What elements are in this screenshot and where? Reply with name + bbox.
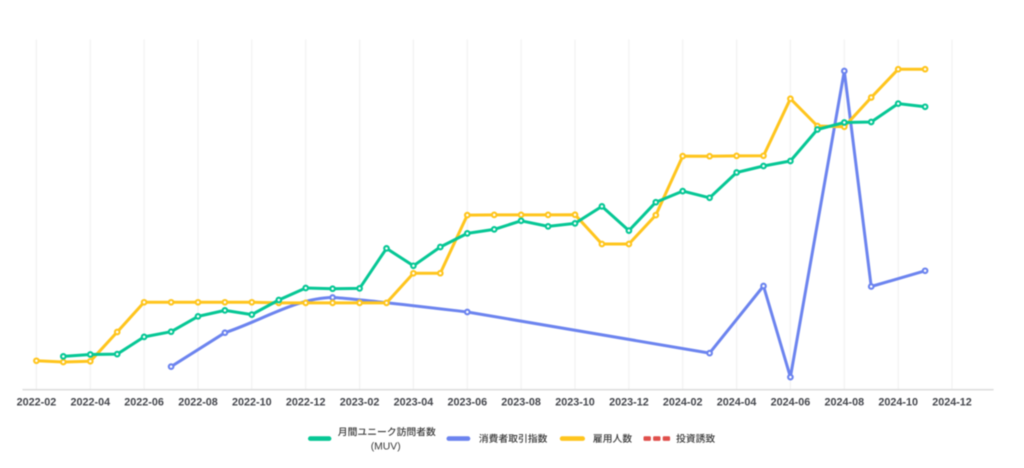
svg-text:2022-12: 2022-12 [286, 397, 326, 409]
svg-text:2024-06: 2024-06 [771, 397, 811, 409]
svg-text:2022-10: 2022-10 [232, 397, 272, 409]
svg-text:2023-04: 2023-04 [394, 397, 434, 409]
svg-text:2022-04: 2022-04 [70, 397, 110, 409]
svg-text:2024-04: 2024-04 [717, 397, 757, 409]
svg-text:2023-08: 2023-08 [501, 397, 541, 409]
svg-text:2024-02: 2024-02 [663, 397, 703, 409]
svg-text:2022-08: 2022-08 [178, 397, 218, 409]
svg-text:2023-10: 2023-10 [555, 397, 595, 409]
svg-text:2024-10: 2024-10 [878, 397, 918, 409]
svg-text:2023-02: 2023-02 [340, 397, 380, 409]
svg-text:2023-12: 2023-12 [609, 397, 649, 409]
svg-text:2024-12: 2024-12 [932, 397, 972, 409]
svg-text:2022-06: 2022-06 [124, 397, 164, 409]
svg-text:2023-06: 2023-06 [447, 397, 487, 409]
svg-text:2024-08: 2024-08 [824, 397, 864, 409]
svg-text:(MUV): (MUV) [371, 442, 401, 453]
svg-text:2022-02: 2022-02 [17, 397, 57, 409]
